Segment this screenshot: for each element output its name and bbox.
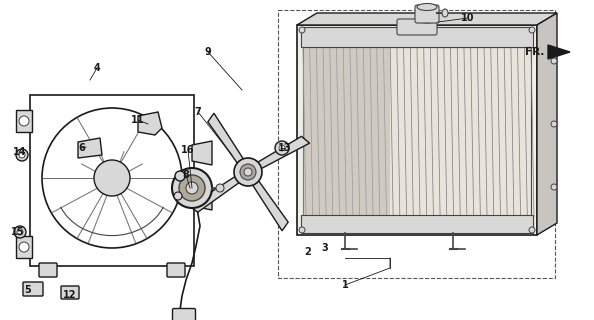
Bar <box>301 27 533 47</box>
FancyBboxPatch shape <box>172 308 195 320</box>
Circle shape <box>529 227 535 233</box>
Text: 4: 4 <box>94 63 100 73</box>
Text: 1: 1 <box>342 280 348 290</box>
Bar <box>16 236 32 258</box>
Text: 15: 15 <box>11 227 25 237</box>
Circle shape <box>14 226 26 238</box>
Circle shape <box>234 158 262 186</box>
Polygon shape <box>78 138 102 158</box>
Circle shape <box>179 175 205 201</box>
Text: 2: 2 <box>305 247 311 257</box>
Text: 3: 3 <box>321 243 328 253</box>
Circle shape <box>175 171 185 181</box>
Text: 9: 9 <box>204 47 211 57</box>
FancyBboxPatch shape <box>23 282 43 296</box>
Polygon shape <box>192 141 212 165</box>
Ellipse shape <box>416 15 438 23</box>
FancyBboxPatch shape <box>61 286 79 299</box>
Circle shape <box>172 168 212 208</box>
Ellipse shape <box>442 9 448 17</box>
Bar <box>278 10 555 278</box>
Bar <box>303 47 390 217</box>
Bar <box>301 215 533 233</box>
Text: 13: 13 <box>278 143 292 153</box>
Circle shape <box>551 58 557 64</box>
Circle shape <box>299 27 305 33</box>
Circle shape <box>551 121 557 127</box>
Circle shape <box>275 141 289 155</box>
Polygon shape <box>256 136 309 169</box>
Polygon shape <box>537 13 557 235</box>
Text: 12: 12 <box>63 290 77 300</box>
FancyBboxPatch shape <box>397 19 437 35</box>
Polygon shape <box>138 112 162 135</box>
Text: 5: 5 <box>24 285 31 295</box>
Text: 14: 14 <box>13 147 27 157</box>
Bar <box>297 25 537 235</box>
Circle shape <box>244 168 252 176</box>
Circle shape <box>216 184 224 192</box>
Text: 11: 11 <box>131 115 145 125</box>
FancyBboxPatch shape <box>39 263 57 277</box>
Circle shape <box>551 184 557 190</box>
FancyBboxPatch shape <box>415 5 439 23</box>
Circle shape <box>94 160 130 196</box>
Bar <box>16 110 32 132</box>
Circle shape <box>240 164 256 180</box>
Text: 16: 16 <box>181 145 195 155</box>
Text: FR.: FR. <box>525 47 544 57</box>
Bar <box>30 95 194 266</box>
Bar <box>303 47 531 217</box>
Circle shape <box>17 229 23 235</box>
Polygon shape <box>548 45 570 59</box>
Circle shape <box>299 227 305 233</box>
Circle shape <box>16 149 28 161</box>
Circle shape <box>174 192 182 200</box>
Polygon shape <box>192 186 212 210</box>
Text: 6: 6 <box>78 143 86 153</box>
Circle shape <box>279 145 285 151</box>
Circle shape <box>529 27 535 33</box>
Circle shape <box>186 182 198 194</box>
Polygon shape <box>208 113 244 165</box>
Circle shape <box>19 152 25 158</box>
Polygon shape <box>297 13 557 25</box>
Circle shape <box>19 116 29 126</box>
Text: 7: 7 <box>195 107 201 117</box>
Circle shape <box>19 242 29 252</box>
Ellipse shape <box>417 4 437 11</box>
Polygon shape <box>189 176 241 212</box>
Text: 8: 8 <box>182 170 189 180</box>
FancyBboxPatch shape <box>167 263 185 277</box>
Text: 10: 10 <box>462 13 475 23</box>
Polygon shape <box>252 179 288 231</box>
